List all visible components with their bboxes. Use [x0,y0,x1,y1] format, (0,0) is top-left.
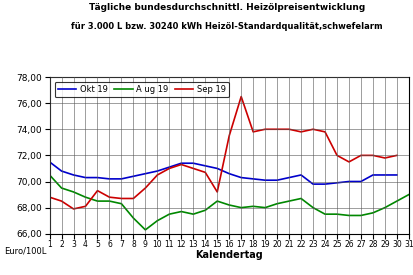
Sep 19 [323,130,328,134]
Sep 19 [95,189,100,192]
Okt 19 [263,178,268,182]
Sep 19 [83,205,88,208]
Okt 19 [311,183,316,186]
Okt 19 [47,160,52,164]
Sep 19 [143,186,148,190]
A ug 19 [263,206,268,209]
A ug 19 [203,209,208,212]
A ug 19 [406,193,411,196]
A ug 19 [347,214,351,217]
A ug 19 [215,199,220,203]
A ug 19 [227,203,232,207]
Sep 19 [167,167,172,170]
A ug 19 [394,199,399,203]
Sep 19 [299,130,304,134]
Okt 19 [370,173,375,177]
Okt 19 [143,172,148,175]
Sep 19 [131,197,136,200]
A ug 19 [239,206,244,209]
Sep 19 [203,171,208,174]
Okt 19 [131,175,136,178]
Okt 19 [335,181,339,185]
A ug 19 [323,213,328,216]
Okt 19 [227,172,232,175]
Okt 19 [59,169,64,173]
Okt 19 [287,176,292,179]
A ug 19 [251,205,256,208]
Okt 19 [251,177,256,180]
Sep 19 [179,163,184,166]
Okt 19 [167,166,172,169]
Sep 19 [275,128,280,131]
X-axis label: Kalendertag: Kalendertag [195,251,263,260]
Okt 19 [394,173,399,177]
Sep 19 [71,207,76,211]
A ug 19 [107,199,112,203]
Sep 19 [191,167,196,170]
A ug 19 [311,206,316,209]
Sep 19 [59,199,64,203]
Okt 19 [107,177,112,180]
Line: A ug 19: A ug 19 [50,175,409,230]
Sep 19 [107,196,112,199]
A ug 19 [287,199,292,203]
Text: Euro/100L: Euro/100L [4,247,47,256]
Okt 19 [95,176,100,179]
Okt 19 [71,173,76,177]
Sep 19 [311,128,316,131]
Okt 19 [358,180,363,183]
A ug 19 [143,228,148,232]
A ug 19 [167,213,172,216]
Sep 19 [251,130,256,134]
A ug 19 [299,197,304,200]
Text: für 3.000 L bzw. 30240 kWh Heizöl-Standardqualität,schwefelarm: für 3.000 L bzw. 30240 kWh Heizöl-Standa… [71,22,383,31]
Sep 19 [239,95,244,98]
Sep 19 [358,154,363,157]
A ug 19 [155,219,160,222]
Sep 19 [382,156,387,160]
Okt 19 [155,169,160,173]
Okt 19 [203,164,208,167]
Sep 19 [215,190,220,194]
Okt 19 [347,180,351,183]
Sep 19 [394,154,399,157]
Legend: Okt 19, A ug 19, Sep 19: Okt 19, A ug 19, Sep 19 [55,82,229,97]
Sep 19 [335,154,339,157]
A ug 19 [119,202,124,205]
A ug 19 [71,190,76,194]
Sep 19 [263,128,268,131]
Okt 19 [215,167,220,170]
A ug 19 [47,173,52,177]
A ug 19 [83,196,88,199]
Line: Okt 19: Okt 19 [50,162,397,184]
Okt 19 [299,173,304,177]
A ug 19 [191,213,196,216]
Okt 19 [179,161,184,165]
A ug 19 [95,199,100,203]
Okt 19 [382,173,387,177]
A ug 19 [59,186,64,190]
A ug 19 [179,210,184,213]
Sep 19 [227,134,232,138]
A ug 19 [370,211,375,215]
Sep 19 [370,154,375,157]
Sep 19 [119,197,124,200]
A ug 19 [275,202,280,205]
Text: Tägliche bundesdurchschnittl. Heizölpreisentwicklung: Tägliche bundesdurchschnittl. Heizölprei… [89,3,365,12]
Sep 19 [47,196,52,199]
Okt 19 [191,161,196,165]
A ug 19 [382,206,387,209]
Okt 19 [239,176,244,179]
A ug 19 [335,213,339,216]
A ug 19 [131,216,136,220]
Sep 19 [347,160,351,164]
Line: Sep 19: Sep 19 [50,97,397,209]
Okt 19 [323,183,328,186]
A ug 19 [358,214,363,217]
Okt 19 [119,177,124,180]
Sep 19 [155,173,160,177]
Sep 19 [287,128,292,131]
Okt 19 [83,176,88,179]
Okt 19 [275,178,280,182]
